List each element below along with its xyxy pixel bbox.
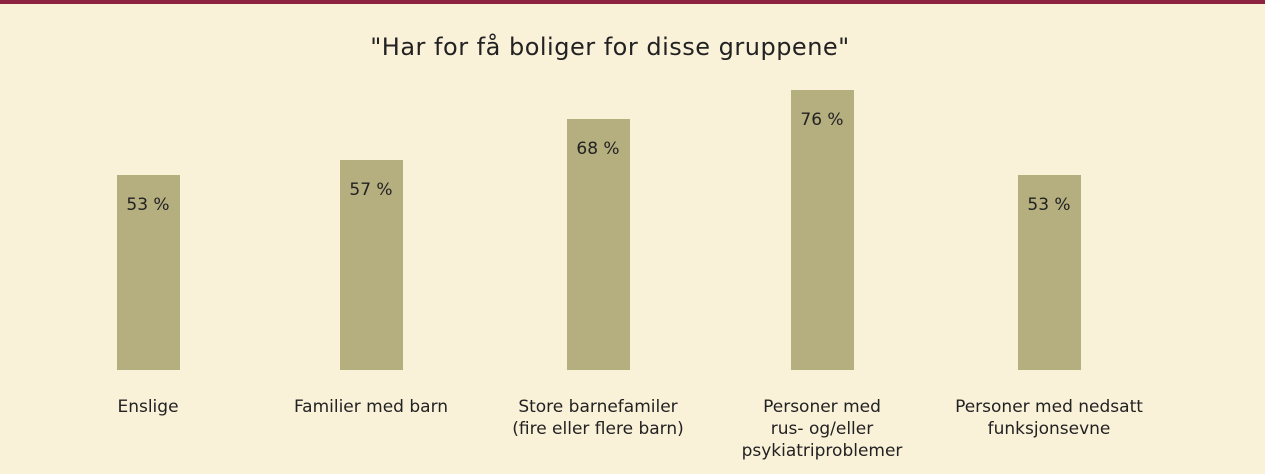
- value-label: 68 %: [576, 139, 620, 160]
- bar: [1017, 174, 1081, 370]
- top-rule: [0, 0, 1265, 4]
- bar: [790, 90, 854, 370]
- x-tick-label: Enslige: [117, 397, 179, 417]
- value-label: 76 %: [800, 110, 844, 131]
- value-label: 53 %: [126, 194, 170, 215]
- value-label: 53 %: [1027, 194, 1071, 215]
- x-tick-label: Personer med rus- og/eller psykiatriprob…: [741, 397, 903, 461]
- chart-title: "Har for få boliger for disse gruppene": [370, 33, 850, 61]
- x-tick-label: Personer med nedsatt funksjonsevne: [955, 397, 1143, 439]
- bar: [116, 174, 180, 370]
- bar: [566, 119, 630, 370]
- value-label: 57 %: [349, 180, 393, 200]
- x-tick-label: Store barnefamiler (fire eller flere bar…: [512, 397, 684, 439]
- bar: [339, 160, 403, 370]
- x-tick-label: Familier med barn: [293, 397, 449, 417]
